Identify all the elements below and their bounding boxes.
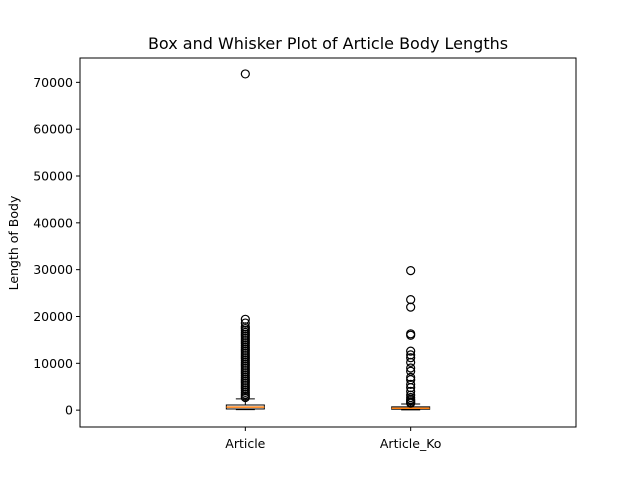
axes-frame [79,57,577,428]
y-tick-label: 10000 [33,356,73,371]
outlier-point [406,346,416,356]
x-tick-label: Article [225,436,265,451]
x-tick-label: Article_Ko [380,436,442,451]
y-tick-label: 50000 [33,169,73,184]
y-axis-label: Length of Body [6,195,21,290]
outlier-point [406,302,416,312]
plot-area: 0 10000 20000 30000 40000 50000 60000 70000 Arti… [33,57,577,451]
outlier-point [406,330,416,340]
outlier-point [406,379,416,389]
y-tick-label: 20000 [33,309,73,324]
outlier-point [240,392,250,403]
outlier-point [406,372,416,382]
outlier-point [406,265,416,276]
outlier-point [240,69,250,79]
outlier-point [406,398,416,408]
outlier-point [406,363,416,373]
y-tick-label: 40000 [33,215,73,230]
outlier-point [406,357,416,367]
y-tick-label: 30000 [33,262,73,277]
outlier-point [406,353,416,363]
y-tick-label: 0 [65,403,73,418]
chart-title: Box and Whisker Plot of Article Body Len… [148,34,508,53]
y-tick-label: 70000 [33,75,73,90]
y-tick-label: 60000 [33,122,73,137]
